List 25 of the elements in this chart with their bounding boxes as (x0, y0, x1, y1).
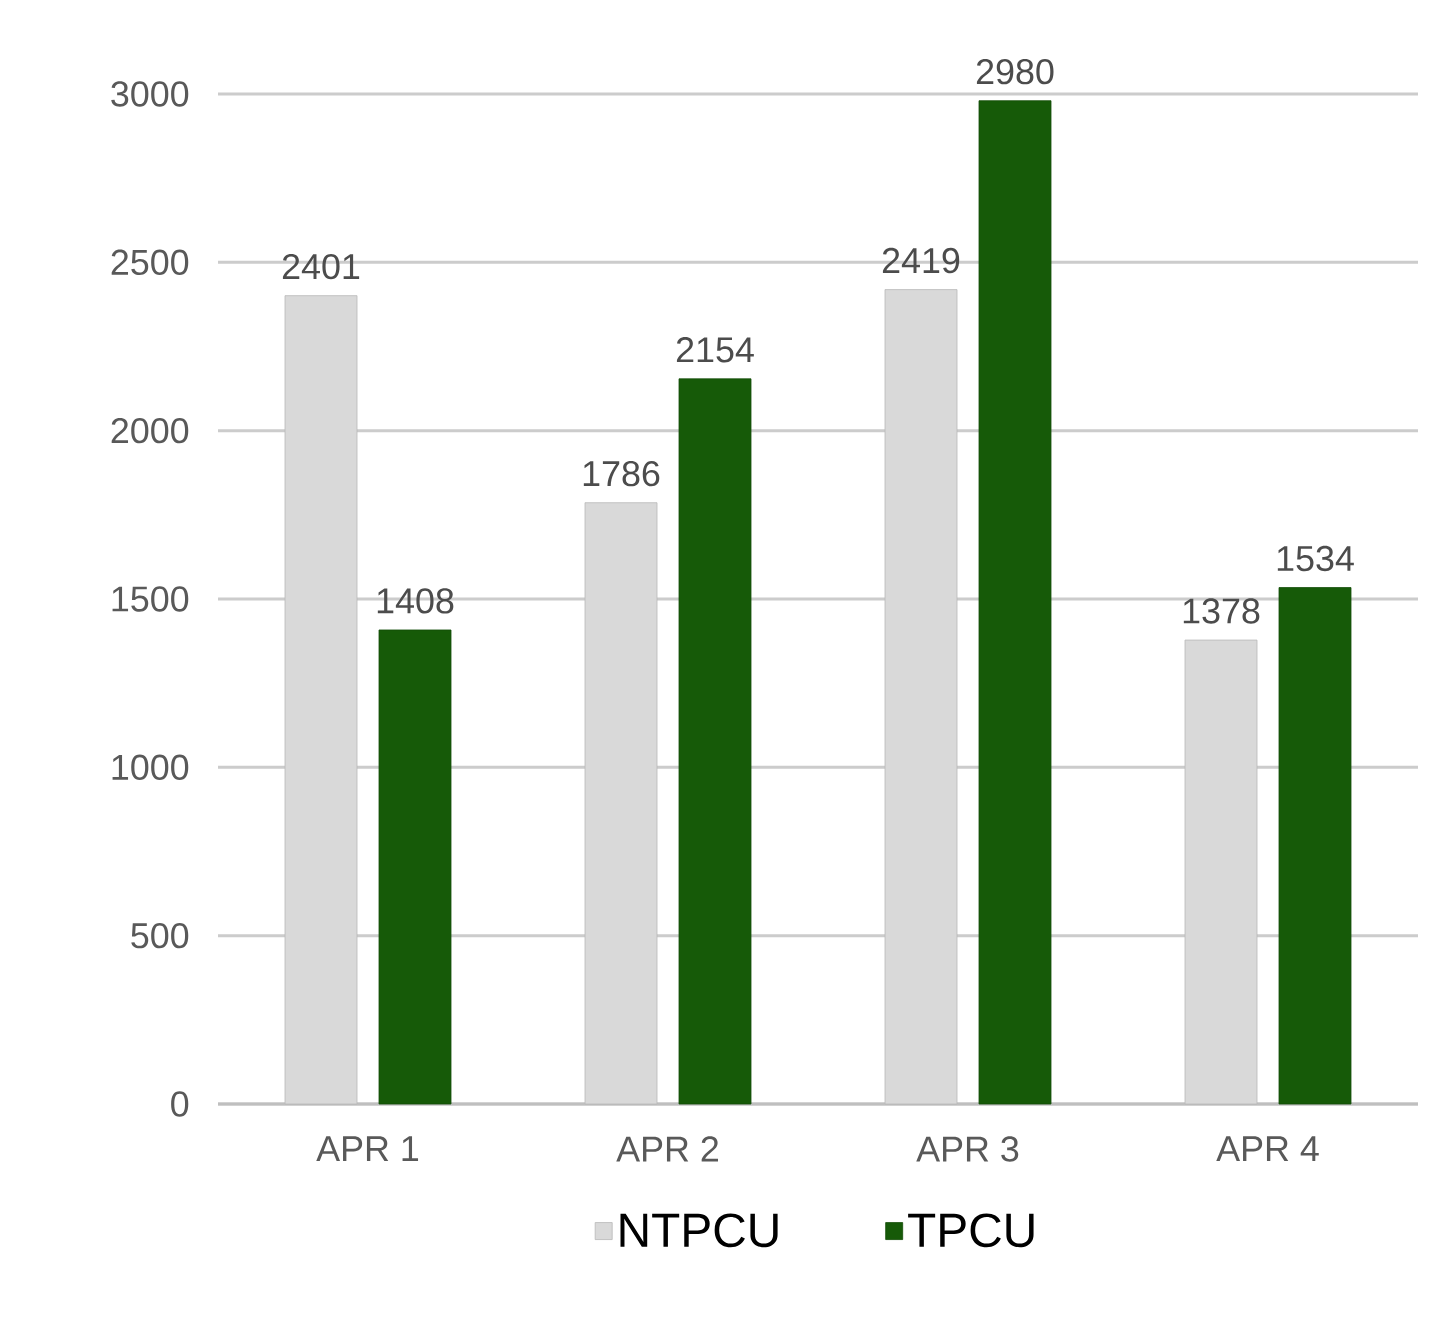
data-label: 1534 (1277, 545, 1354, 572)
data-label: 2419 (882, 247, 960, 274)
x-tick-label: APR 3 (916, 1136, 1019, 1162)
y-tick-label: 2500 (111, 249, 189, 276)
bar (1278, 587, 1352, 1105)
y-tick-label: 500 (131, 922, 189, 949)
x-tick-label: APR 1 (316, 1136, 419, 1162)
data-label: 1378 (1183, 598, 1260, 624)
y-tick-label: 1000 (112, 754, 189, 781)
bar (978, 100, 1052, 1105)
data-label: 1786 (583, 460, 660, 487)
y-tick-label: 3000 (111, 81, 189, 107)
x-tick-label: APR 4 (1216, 1136, 1319, 1162)
data-label: 2980 (976, 58, 1054, 85)
y-tick-label: 0 (171, 1091, 189, 1117)
bar (378, 629, 452, 1105)
data-label: 2401 (282, 253, 360, 280)
y-tick-label: 2000 (111, 417, 189, 444)
x-tick-label: APR 2 (616, 1136, 719, 1162)
legend-label: TPCU (908, 1213, 1034, 1248)
data-label: 1408 (377, 588, 454, 614)
bar (678, 378, 752, 1105)
y-tick-label: 1500 (112, 586, 189, 612)
legend-label: NTPCU (620, 1213, 778, 1248)
data-label: 2154 (676, 337, 754, 363)
